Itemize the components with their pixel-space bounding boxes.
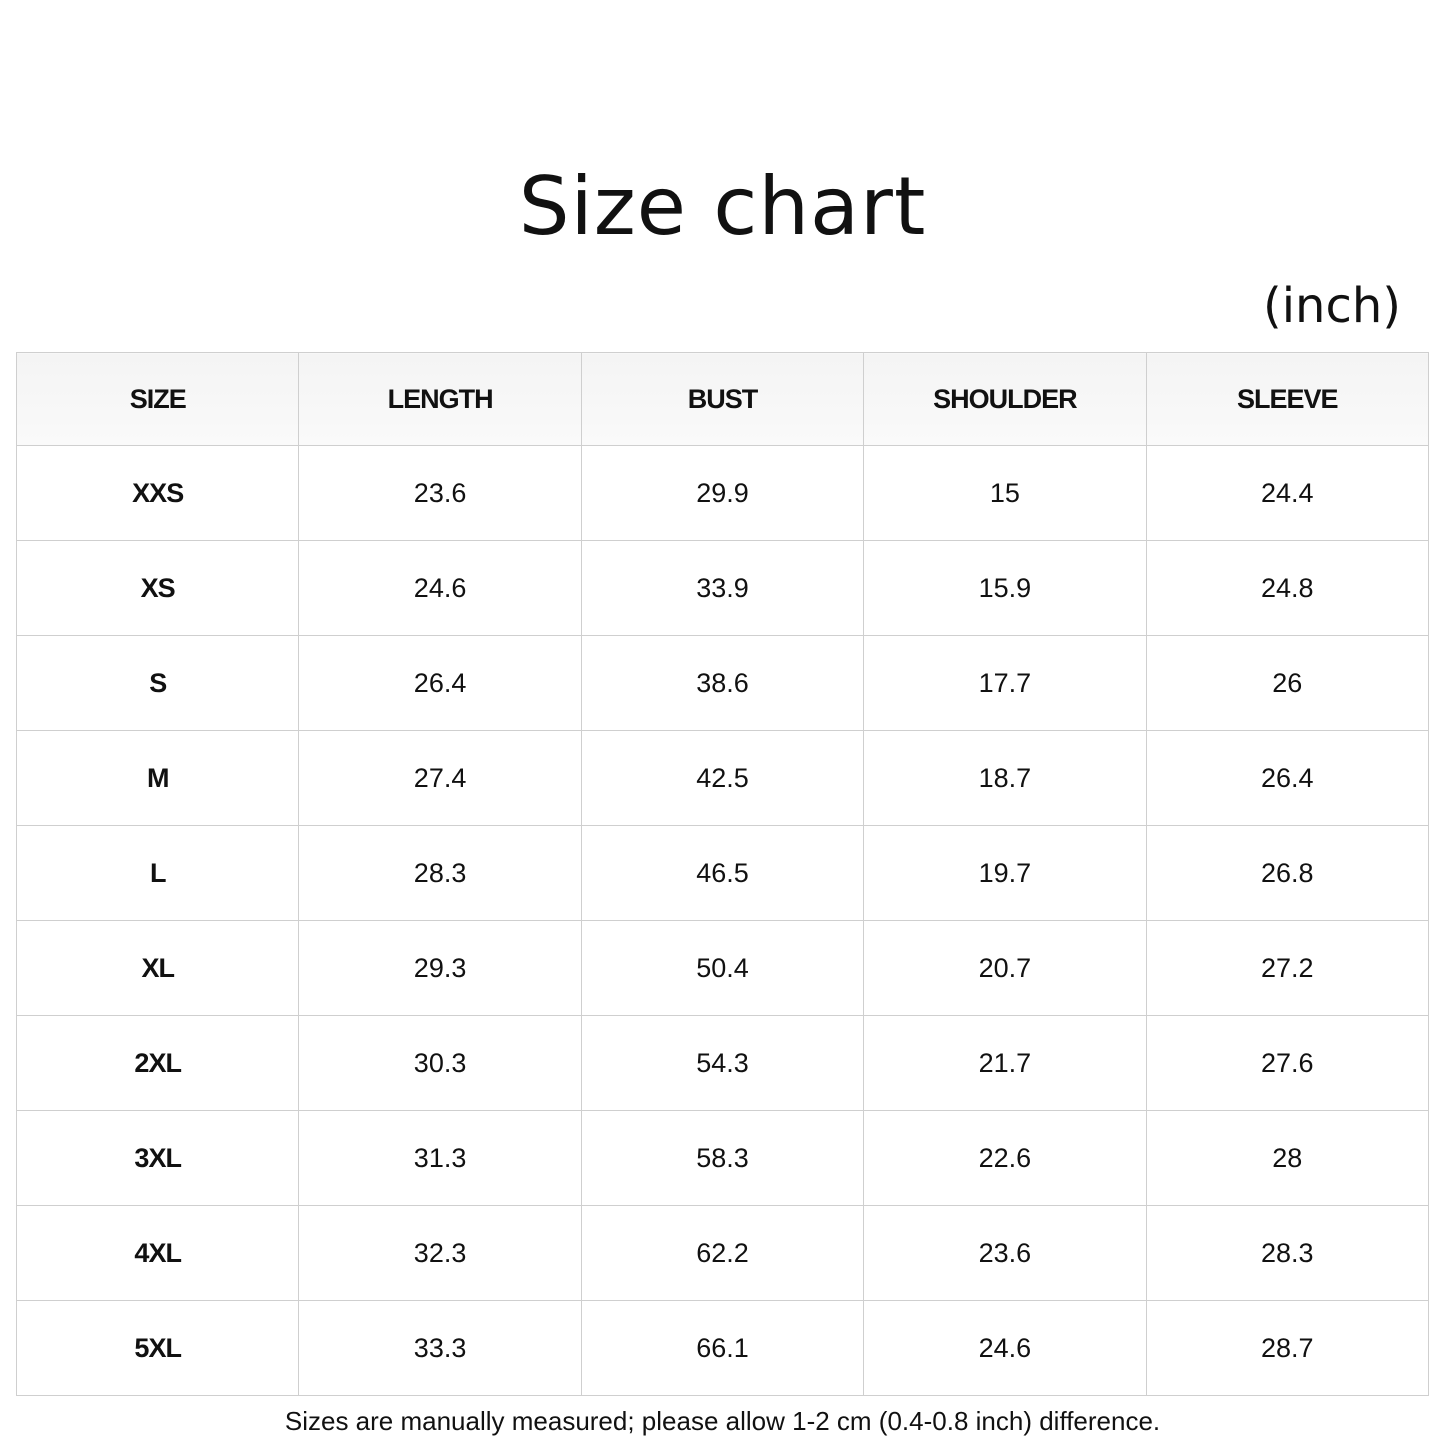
column-header-bust: BUST [580, 352, 865, 446]
value-cell-shoulder: 20.7 [863, 920, 1147, 1016]
column-header-shoulder: SHOULDER [863, 352, 1147, 446]
value-cell-bust: 50.4 [580, 920, 865, 1016]
size-cell: 2XL [15, 1015, 300, 1111]
value-cell-sleeve: 26.8 [1145, 825, 1430, 921]
value-cell-bust: 54.3 [580, 1015, 865, 1111]
value-cell-length: 26.4 [298, 635, 582, 731]
size-cell: M [15, 730, 300, 826]
value-cell-bust: 33.9 [580, 540, 865, 636]
value-cell-bust: 29.9 [580, 445, 865, 541]
value-cell-sleeve: 24.8 [1145, 540, 1430, 636]
table-row: 4XL 32.3 62.2 23.6 28.3 [15, 1205, 1430, 1301]
size-cell: 3XL [15, 1110, 300, 1206]
value-cell-bust: 58.3 [580, 1110, 865, 1206]
table-row: 2XL 30.3 54.3 21.7 27.6 [15, 1015, 1430, 1111]
value-cell-length: 32.3 [298, 1205, 582, 1301]
column-header-size: SIZE [15, 352, 300, 446]
value-cell-length: 33.3 [298, 1300, 582, 1396]
size-cell: XXS [15, 445, 300, 541]
value-cell-bust: 46.5 [580, 825, 865, 921]
table-row: M 27.4 42.5 18.7 26.4 [15, 730, 1430, 826]
column-header-length: LENGTH [298, 352, 582, 446]
column-header-sleeve: SLEEVE [1145, 352, 1430, 446]
value-cell-sleeve: 26.4 [1145, 730, 1430, 826]
value-cell-bust: 62.2 [580, 1205, 865, 1301]
value-cell-length: 24.6 [298, 540, 582, 636]
value-cell-sleeve: 26 [1145, 635, 1430, 731]
value-cell-length: 23.6 [298, 445, 582, 541]
value-cell-shoulder: 22.6 [863, 1110, 1147, 1206]
value-cell-length: 28.3 [298, 825, 582, 921]
value-cell-bust: 66.1 [580, 1300, 865, 1396]
value-cell-length: 27.4 [298, 730, 582, 826]
table-header-row: SIZE LENGTH BUST SHOULDER SLEEVE [15, 352, 1430, 446]
value-cell-length: 30.3 [298, 1015, 582, 1111]
value-cell-shoulder: 24.6 [863, 1300, 1147, 1396]
value-cell-bust: 38.6 [580, 635, 865, 731]
value-cell-sleeve: 28.3 [1145, 1205, 1430, 1301]
table-row: 3XL 31.3 58.3 22.6 28 [15, 1110, 1430, 1206]
table-row: L 28.3 46.5 19.7 26.8 [15, 825, 1430, 921]
size-cell: L [15, 825, 300, 921]
size-cell: 4XL [15, 1205, 300, 1301]
value-cell-shoulder: 17.7 [863, 635, 1147, 731]
value-cell-length: 31.3 [298, 1110, 582, 1206]
value-cell-sleeve: 28 [1145, 1110, 1430, 1206]
size-cell: XL [15, 920, 300, 1016]
value-cell-sleeve: 27.2 [1145, 920, 1430, 1016]
value-cell-length: 29.3 [298, 920, 582, 1016]
size-cell: XS [15, 540, 300, 636]
value-cell-shoulder: 15 [863, 445, 1147, 541]
size-table: SIZE LENGTH BUST SHOULDER SLEEVE XXS 23.6 29.9… [15, 352, 1430, 1396]
value-cell-bust: 42.5 [580, 730, 865, 826]
table-row: S 26.4 38.6 17.7 26 [15, 635, 1430, 731]
table-row: XS 24.6 33.9 15.9 24.8 [15, 540, 1430, 636]
measurement-note: Sizes are manually measured; please allo… [284, 1406, 1161, 1436]
value-cell-shoulder: 23.6 [863, 1205, 1147, 1301]
value-cell-sleeve: 27.6 [1145, 1015, 1430, 1111]
unit-label: (inch) [1262, 278, 1401, 334]
value-cell-shoulder: 21.7 [863, 1015, 1147, 1111]
table-row: 5XL 33.3 66.1 24.6 28.7 [15, 1300, 1430, 1396]
table-row: XXS 23.6 29.9 15 24.4 [15, 445, 1430, 541]
value-cell-sleeve: 28.7 [1145, 1300, 1430, 1396]
page-title: Size chart [518, 160, 927, 253]
table-row: XL 29.3 50.4 20.7 27.2 [15, 920, 1430, 1016]
value-cell-shoulder: 18.7 [863, 730, 1147, 826]
value-cell-shoulder: 15.9 [863, 540, 1147, 636]
size-cell: S [15, 635, 300, 731]
value-cell-shoulder: 19.7 [863, 825, 1147, 921]
value-cell-sleeve: 24.4 [1145, 445, 1430, 541]
size-cell: 5XL [15, 1300, 300, 1396]
